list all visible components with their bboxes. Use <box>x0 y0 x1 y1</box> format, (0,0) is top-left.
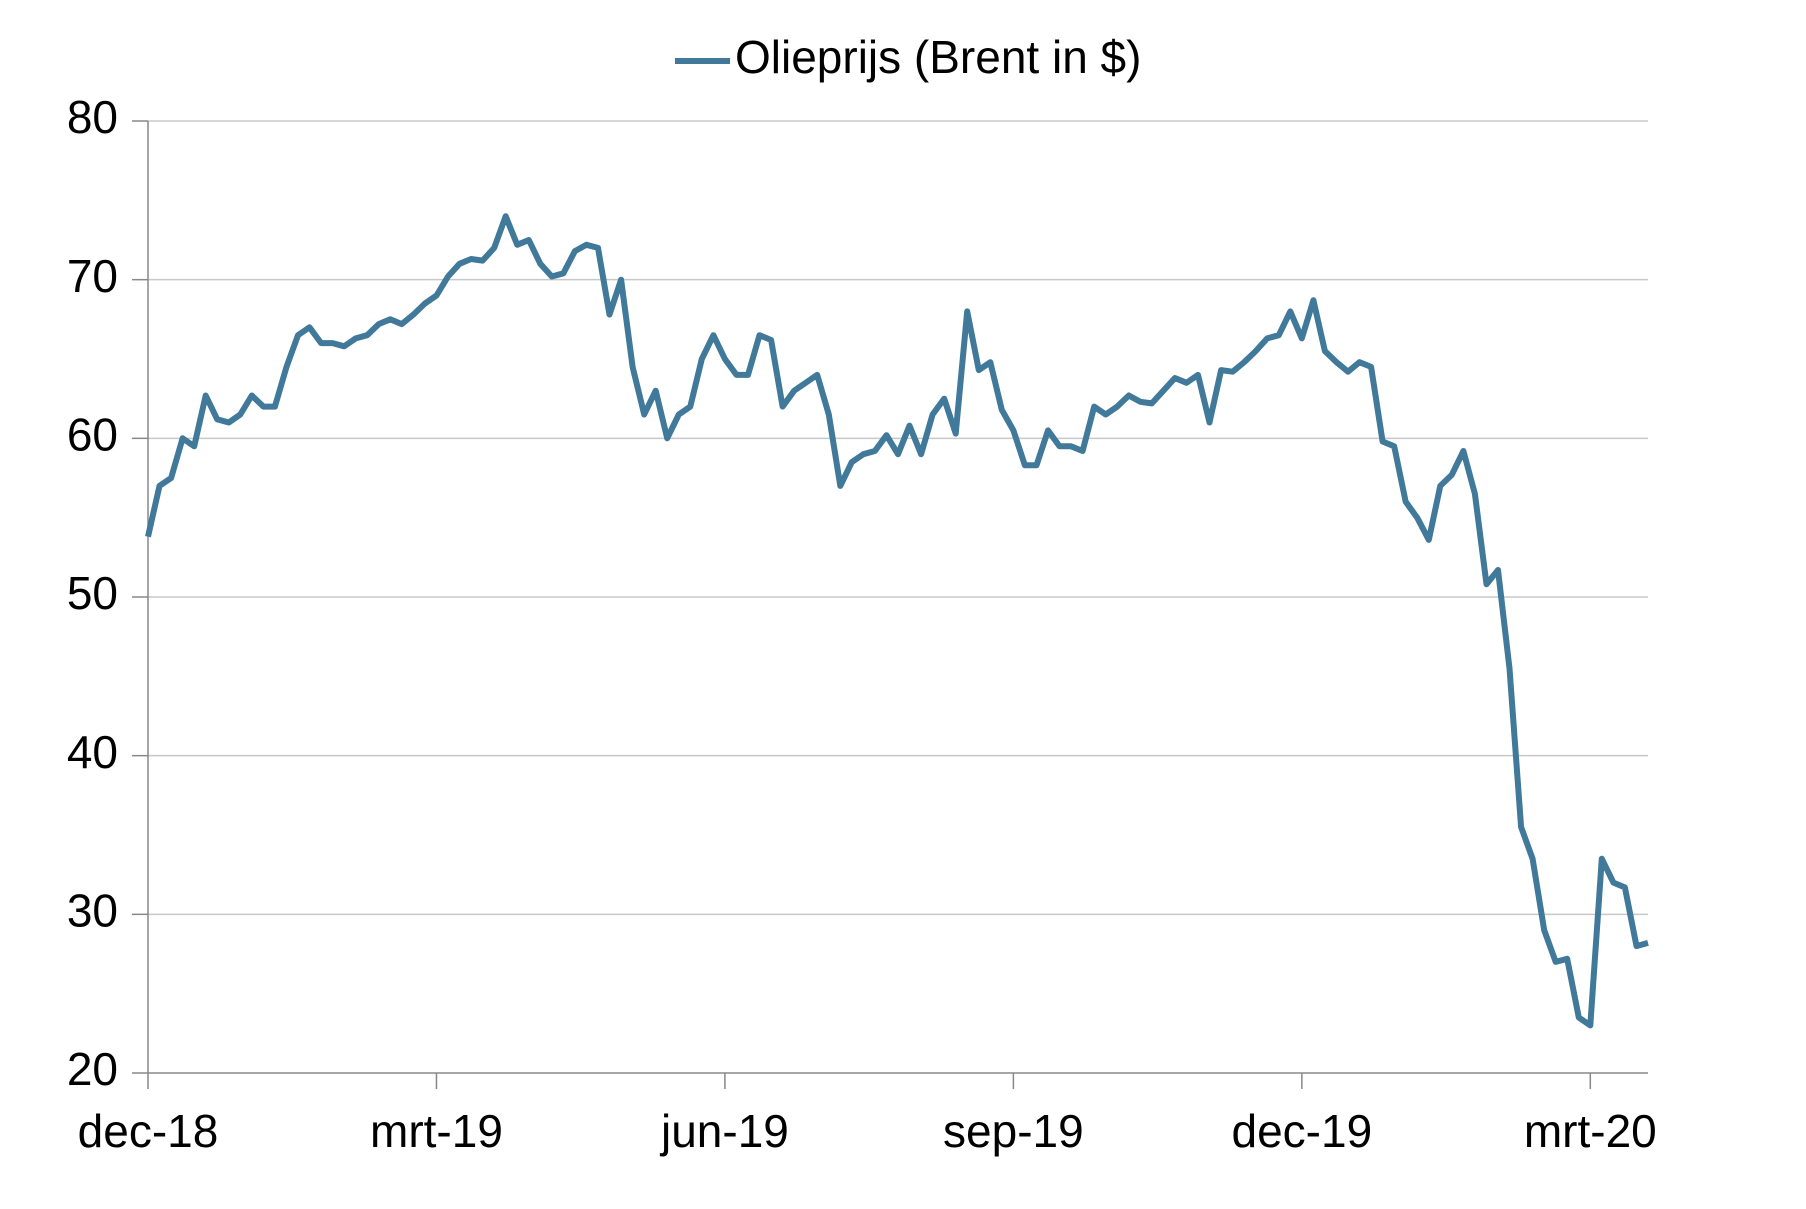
y-tick-label: 50 <box>67 567 118 619</box>
legend-label: Olieprijs (Brent in $) <box>735 31 1141 83</box>
x-tick-label: sep-19 <box>943 1105 1084 1157</box>
y-tick-label: 60 <box>67 408 118 460</box>
x-tick-label: mrt-20 <box>1524 1105 1657 1157</box>
y-tick-label: 80 <box>67 91 118 143</box>
x-tick-label: dec-18 <box>78 1105 219 1157</box>
y-tick-label: 30 <box>67 884 118 936</box>
y-tick-label: 20 <box>67 1043 118 1095</box>
x-tick-label: dec-19 <box>1232 1105 1373 1157</box>
y-tick-label: 40 <box>67 726 118 778</box>
x-tick-label: mrt-19 <box>370 1105 503 1157</box>
y-tick-label: 70 <box>67 250 118 302</box>
line <box>145 213 1649 1029</box>
x-tick-label: jun-19 <box>659 1105 789 1157</box>
